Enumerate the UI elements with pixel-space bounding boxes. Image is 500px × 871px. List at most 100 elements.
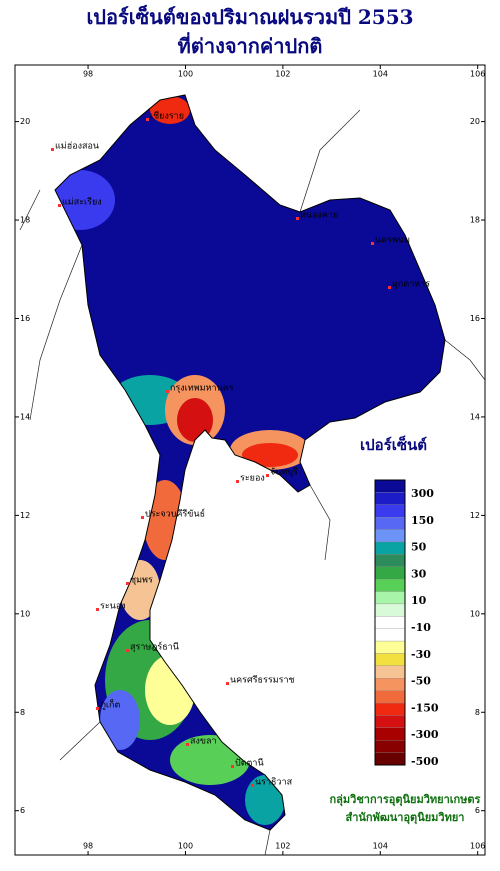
place-name: เชียงราย	[150, 111, 184, 122]
title: เปอร์เซ็นต์ของปริมาณฝนรวมปี 2553	[86, 4, 413, 29]
legend-swatch	[374, 504, 406, 518]
station	[166, 390, 169, 393]
lat-label: 10	[20, 609, 30, 618]
place-name: ปัตตานี	[235, 758, 264, 769]
footer-line: สำนักพัฒนาอุตุนิยมวิทยา	[346, 811, 465, 825]
lat-label: 12	[470, 511, 480, 520]
place-name: มุกดาหาร	[392, 280, 430, 290]
place-name: ระนอง	[100, 602, 126, 612]
legend-swatch	[374, 678, 406, 691]
legend-swatch	[374, 752, 406, 766]
station	[226, 682, 229, 685]
lat-label: 6	[475, 806, 480, 815]
legend-swatch	[374, 541, 406, 555]
legend-swatch	[374, 529, 406, 543]
legend-swatch	[374, 554, 406, 567]
lat-label: 14	[470, 412, 480, 421]
place-name: ชุมพร	[130, 576, 153, 586]
legend-swatch	[374, 591, 406, 605]
legend-swatch	[374, 479, 406, 493]
lat-label: 20	[20, 117, 30, 126]
lat-label: 8	[475, 708, 480, 717]
lat-label: 18	[20, 216, 30, 225]
place-name: นครพนม	[375, 236, 410, 246]
legend-label: -30	[411, 648, 431, 661]
station	[371, 242, 374, 245]
station	[388, 286, 391, 289]
legend-label: -300	[411, 728, 439, 741]
lon-label: 106	[470, 842, 485, 851]
lat-label: 6	[20, 806, 25, 815]
lon-label: 104	[373, 842, 388, 851]
place-name: นครศรีธรรมราช	[230, 675, 295, 686]
lat-label: 14	[20, 412, 30, 421]
station	[126, 582, 129, 585]
legend-swatch	[374, 628, 406, 642]
legend-label: 50	[411, 541, 427, 554]
legend-label: -50	[411, 675, 431, 688]
place-name: แม่สะเรียง	[62, 197, 102, 208]
place-name: กรุงเทพมหานคร	[170, 384, 234, 394]
neighbour-borders	[19, 109, 486, 856]
station	[231, 765, 234, 768]
place-name: นราธิวาส	[255, 777, 293, 788]
legend-label: 10	[411, 594, 427, 607]
legend-swatch	[374, 640, 406, 654]
legend-label: -500	[411, 755, 439, 768]
place-name: สงขลา	[190, 737, 217, 747]
place-name: ประจวบคีรีขันธ์	[145, 508, 205, 520]
place-name: แม่ฮ่องสอน	[55, 142, 99, 152]
lat-label: 18	[470, 216, 480, 225]
place-name: จันทบุรี	[270, 467, 298, 478]
place-name: ภูเก็ต	[100, 698, 120, 711]
lon-label: 98	[83, 70, 93, 79]
station	[58, 204, 61, 207]
legend-label: 150	[411, 514, 434, 527]
lat-label: 10	[470, 609, 480, 618]
legend-swatch	[374, 603, 406, 617]
lat-label: 16	[20, 314, 30, 323]
station	[96, 608, 99, 611]
subtitle: ที่ต่างจากค่าปกติ	[178, 31, 323, 58]
station	[141, 516, 144, 519]
legend-swatch	[374, 578, 406, 592]
station	[146, 118, 149, 121]
legend-label: -10	[411, 621, 431, 634]
place-name: ระยอง	[240, 474, 265, 484]
lon-label: 106	[470, 70, 485, 79]
station	[126, 649, 129, 652]
legend-swatch	[374, 653, 406, 667]
lon-label: 102	[275, 842, 290, 851]
station	[186, 743, 189, 746]
legend-label: 30	[411, 567, 427, 580]
station	[51, 148, 54, 151]
lon-label: 104	[373, 70, 388, 79]
lon-label: 100	[178, 70, 193, 79]
station	[251, 784, 254, 787]
legend-swatch	[374, 702, 406, 716]
lon-label: 98	[83, 842, 93, 851]
legend-frame	[374, 479, 406, 766]
lon-label: 100	[178, 842, 193, 851]
legend-swatch	[374, 566, 406, 580]
legend-label: 300	[411, 487, 434, 500]
legend-swatch	[374, 665, 406, 679]
place-name: สุราษฎร์ธานี	[130, 641, 179, 653]
station	[266, 474, 269, 477]
lat-label: 12	[20, 511, 30, 520]
lat-label: 16	[470, 314, 480, 323]
legend-swatch	[374, 715, 406, 728]
lat-label: 8	[20, 708, 25, 717]
lat-label: 20	[470, 117, 480, 126]
legend-swatch	[374, 616, 406, 629]
legend-label: -150	[411, 701, 439, 714]
station	[236, 480, 239, 483]
lon-label: 102	[275, 70, 290, 79]
legend-swatch	[374, 492, 406, 505]
legend-swatch	[374, 517, 406, 530]
legend-swatch	[374, 727, 406, 741]
footer-line: กลุ่มวิชาการอุตุนิยมวิทยาเกษตร	[330, 793, 481, 807]
legend-swatch	[374, 740, 406, 753]
place-name: หนองคาย	[300, 211, 338, 221]
